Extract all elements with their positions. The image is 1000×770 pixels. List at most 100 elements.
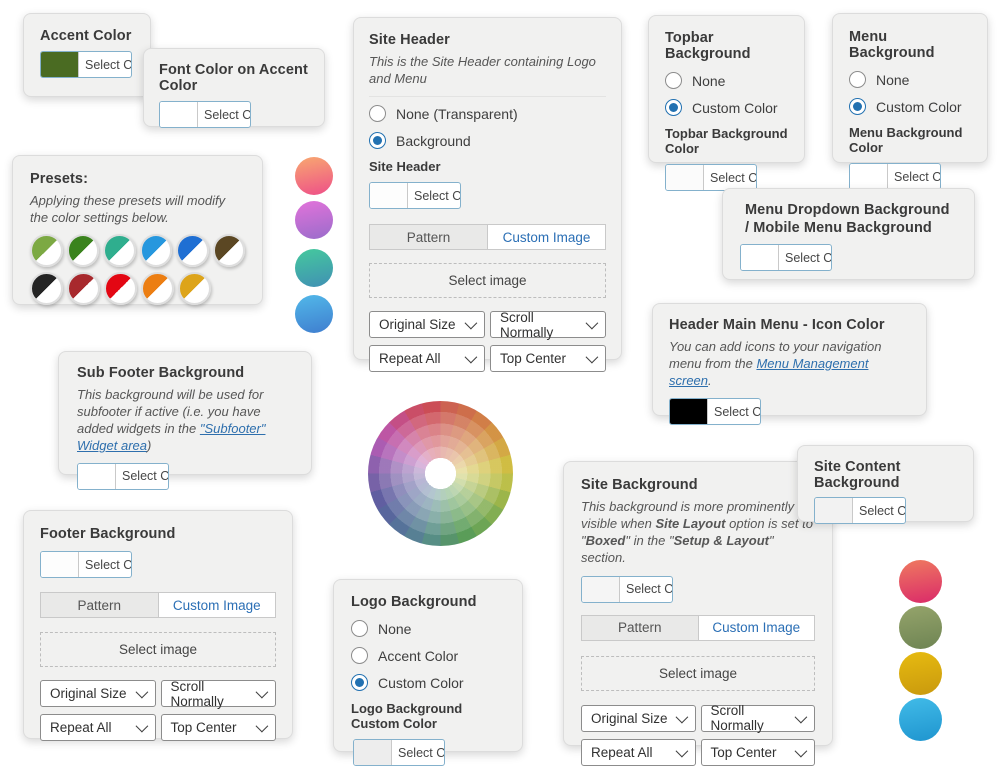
color-wheel bbox=[368, 401, 513, 546]
description-text: You can add icons to your navigation men… bbox=[669, 339, 882, 372]
image-position-select[interactable]: Top Center bbox=[700, 738, 815, 766]
chevron-down-icon bbox=[675, 744, 688, 758]
radio-custom-color[interactable]: Custom Color bbox=[351, 674, 505, 691]
image-scroll-select[interactable]: Scroll Normally bbox=[490, 309, 606, 340]
preset-swatch[interactable] bbox=[178, 272, 211, 306]
radio-background[interactable]: Background bbox=[369, 132, 606, 150]
subfooter-widget-area-link[interactable]: "Subfooter" Widget area bbox=[77, 421, 266, 454]
select-value: Scroll Normally bbox=[710, 703, 764, 734]
radio-none[interactable]: None bbox=[849, 71, 971, 88]
menu-select-color-button[interactable]: Select Color bbox=[849, 163, 941, 190]
footer-select-color-button[interactable]: Select Color bbox=[40, 551, 132, 578]
radio-none[interactable]: None bbox=[351, 620, 505, 637]
accent-select-color-button[interactable]: Select Color bbox=[40, 51, 132, 78]
chevron-down-icon bbox=[585, 317, 599, 330]
tab-pattern[interactable]: Pattern bbox=[370, 225, 488, 250]
color-swatch bbox=[78, 463, 116, 489]
color-swatch bbox=[370, 183, 408, 209]
panel-title: Footer Background bbox=[40, 526, 176, 542]
select-image-button[interactable]: Select image bbox=[581, 655, 815, 691]
image-size-select[interactable]: Original Size bbox=[581, 704, 696, 732]
site-content-select-color-button[interactable]: Select Color bbox=[814, 497, 906, 524]
description-bold: Site Layout bbox=[655, 516, 726, 532]
font-color-on-accent-panel: Font Color on Accent Color Select Color bbox=[143, 48, 325, 128]
panel-title: Menu Background bbox=[849, 29, 935, 61]
logo-select-color-button[interactable]: Select Color bbox=[353, 739, 445, 766]
select-color-label: Select Color bbox=[122, 469, 169, 484]
chevron-down-icon bbox=[675, 710, 688, 724]
preset-swatch[interactable] bbox=[66, 234, 99, 268]
tab-custom-image[interactable]: Custom Image bbox=[698, 615, 814, 640]
font-color-select-color-button[interactable]: Select Color bbox=[159, 101, 251, 128]
image-size-select[interactable]: Original Size bbox=[40, 680, 156, 707]
description-text: " in the " bbox=[625, 533, 674, 549]
select-value: Top Center bbox=[170, 720, 237, 735]
preset-swatch[interactable] bbox=[139, 234, 172, 268]
radio-custom-color[interactable]: Custom Color bbox=[665, 99, 788, 116]
panel-title: Logo Background bbox=[351, 594, 477, 610]
image-position-select[interactable]: Top Center bbox=[160, 714, 276, 741]
radio-checked-icon bbox=[351, 674, 368, 691]
select-image-button[interactable]: Select image bbox=[369, 263, 606, 299]
sub-footer-background-panel: Sub Footer Background This background wi… bbox=[58, 351, 312, 490]
sub-footer-select-color-button[interactable]: Select Color bbox=[77, 462, 169, 490]
color-swatch bbox=[815, 498, 853, 523]
radio-none[interactable]: None bbox=[665, 72, 788, 89]
menu-management-link[interactable]: Menu Management screen bbox=[669, 356, 869, 389]
radio-icon bbox=[369, 105, 386, 123]
select-image-button[interactable]: Select image bbox=[40, 632, 276, 667]
radio-accent-color[interactable]: Accent Color bbox=[351, 647, 505, 664]
select-value: Repeat All bbox=[591, 744, 653, 760]
tab-pattern[interactable]: Pattern bbox=[41, 593, 159, 617]
accent-color-panel: Accent Color Select Color bbox=[23, 13, 151, 97]
radio-custom-color[interactable]: Custom Color bbox=[849, 98, 971, 115]
chevron-down-icon bbox=[794, 744, 808, 758]
site-background-panel: Site Background This background is more … bbox=[563, 461, 833, 766]
color-swatch bbox=[670, 399, 708, 425]
radio-checked-icon bbox=[849, 98, 866, 115]
panel-title: Topbar Background bbox=[665, 30, 751, 62]
preset-swatch[interactable] bbox=[104, 272, 137, 306]
image-repeat-select[interactable]: Repeat All bbox=[581, 738, 696, 766]
site-background-select-color-button[interactable]: Select Color bbox=[581, 575, 673, 603]
preset-swatch[interactable] bbox=[67, 272, 100, 306]
preset-swatch[interactable] bbox=[176, 234, 209, 268]
radio-label: Custom Color bbox=[692, 99, 778, 116]
radio-icon bbox=[665, 72, 682, 89]
preset-swatch[interactable] bbox=[30, 272, 63, 306]
radio-checked-icon bbox=[369, 132, 386, 150]
tab-pattern[interactable]: Pattern bbox=[582, 615, 699, 640]
preset-swatch[interactable] bbox=[212, 234, 245, 268]
menu-icon-color-panel: Header Main Menu - Icon Color You can ad… bbox=[652, 303, 927, 426]
decorative-gradient-circle bbox=[295, 157, 333, 195]
color-swatch bbox=[666, 165, 704, 190]
preset-swatch[interactable] bbox=[141, 272, 174, 306]
image-scroll-select[interactable]: Scroll Normally bbox=[160, 679, 276, 709]
site-header-select-color-button[interactable]: Select Color bbox=[369, 182, 461, 210]
image-repeat-select[interactable]: Repeat All bbox=[369, 345, 485, 373]
topbar-background-panel: Topbar Background None Custom Color Topb… bbox=[648, 15, 805, 191]
preset-swatch[interactable] bbox=[30, 234, 63, 268]
radio-none-transparent[interactable]: None (Transparent) bbox=[369, 105, 606, 123]
sub-footer-description: This background will be used for subfoot… bbox=[77, 386, 293, 455]
select-color-label: Select Color bbox=[398, 745, 445, 760]
menu-dropdown-select-color-button[interactable]: Select Color bbox=[740, 244, 832, 272]
menu-background-panel: Menu Background None Custom Color Menu B… bbox=[832, 13, 988, 190]
tab-custom-image[interactable]: Custom Image bbox=[158, 593, 275, 617]
image-position-select[interactable]: Top Center bbox=[490, 345, 606, 373]
divider bbox=[369, 96, 606, 98]
panel-title: Site Content Background bbox=[814, 459, 901, 491]
image-repeat-select[interactable]: Repeat All bbox=[40, 714, 156, 741]
preset-swatch[interactable] bbox=[103, 234, 136, 268]
logo-background-panel: Logo Background None Accent Color Custom… bbox=[333, 579, 523, 766]
topbar-select-color-button[interactable]: Select Color bbox=[665, 164, 757, 191]
menu-dropdown-background-panel: Menu Dropdown Background / Mobile Menu B… bbox=[722, 188, 975, 280]
radio-label: None bbox=[378, 620, 412, 637]
site-content-background-panel: Site Content Background Select Color bbox=[797, 445, 974, 524]
panel-title: Site Background bbox=[581, 477, 698, 493]
select-value: Scroll Normally bbox=[500, 309, 554, 340]
tab-custom-image[interactable]: Custom Image bbox=[488, 225, 605, 250]
icon-color-select-color-button[interactable]: Select Color bbox=[669, 398, 761, 426]
image-size-select[interactable]: Original Size bbox=[369, 311, 485, 339]
image-scroll-select[interactable]: Scroll Normally bbox=[700, 703, 815, 734]
